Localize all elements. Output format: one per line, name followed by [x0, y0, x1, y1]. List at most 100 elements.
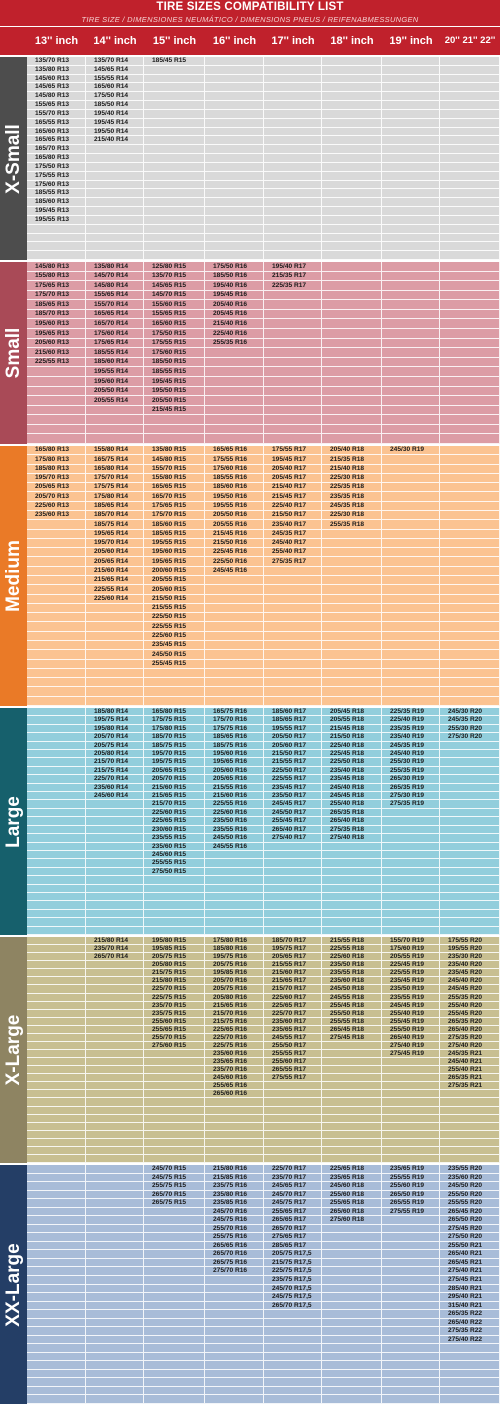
empty-cell — [322, 387, 382, 396]
tire-size-cell: 175/70 R16 — [205, 716, 264, 725]
empty-cell — [382, 632, 440, 641]
empty-cell — [27, 985, 86, 994]
empty-cell — [382, 1319, 440, 1327]
tire-size-cell: 225/60 R17 — [264, 994, 322, 1002]
empty-cell — [264, 1131, 322, 1139]
empty-cell — [382, 595, 440, 604]
tire-size-cell: 185/70 R17 — [264, 937, 322, 945]
category-name: Small — [2, 327, 24, 379]
tire-size-cell: 235/50 R19 — [382, 985, 440, 994]
empty-cell — [382, 641, 440, 650]
empty-cell — [205, 1131, 264, 1139]
empty-cell — [205, 885, 264, 893]
empty-cell — [382, 1344, 440, 1353]
tire-size-cell: 235/40 R19 — [382, 733, 440, 742]
empty-cell — [440, 1387, 500, 1395]
tire-size-cell: 185/50 R15 — [144, 358, 205, 367]
empty-cell — [205, 1115, 264, 1123]
empty-cell — [440, 851, 500, 859]
tire-size-cell: 205/50 R15 — [144, 396, 205, 406]
empty-cell — [27, 650, 86, 660]
tire-size-cell: 185/55 R15 — [144, 367, 205, 377]
empty-cell — [322, 868, 382, 876]
empty-cell — [322, 1090, 382, 1098]
empty-cell — [86, 1147, 144, 1155]
empty-cell — [382, 1098, 440, 1107]
empty-cell — [205, 154, 264, 163]
tire-size-cell: 175/75 R15 — [144, 716, 205, 725]
tire-size-cell: 265/70 R16 — [205, 1250, 264, 1259]
tire-size-cell: 205/65 R17 — [264, 953, 322, 961]
tire-size-cell: 175/50 R16 — [205, 262, 264, 272]
tire-size-cell: 225/40 R16 — [205, 329, 264, 339]
empty-cell — [27, 1066, 86, 1074]
empty-cell — [27, 994, 86, 1002]
tire-size-cell: 165/80 R13 — [27, 446, 86, 455]
tire-size-cell: 275/70 R16 — [205, 1267, 264, 1276]
empty-cell — [322, 851, 382, 859]
empty-cell — [27, 1034, 86, 1042]
empty-cell — [27, 406, 86, 415]
tire-size-cell: 175/55 R15 — [144, 339, 205, 348]
empty-cell — [264, 1319, 322, 1327]
tire-size-cell: 185/55 R14 — [86, 348, 144, 358]
empty-cell — [440, 262, 500, 272]
tire-size-cell: 205/55 R15 — [144, 576, 205, 585]
empty-cell — [205, 1395, 264, 1404]
empty-cell — [205, 387, 264, 396]
tire-size-cell: 215/40 R18 — [322, 465, 382, 474]
empty-cell — [205, 604, 264, 613]
empty-cell — [322, 1276, 382, 1285]
tire-size-cell: 145/65 R14 — [86, 66, 144, 75]
empty-cell — [264, 604, 322, 613]
empty-cell — [322, 216, 382, 225]
empty-cell — [144, 1285, 205, 1293]
empty-cell — [440, 650, 500, 660]
empty-cell — [205, 1276, 264, 1285]
tire-size-cell: 215/55 R18 — [322, 937, 382, 945]
tire-size-cell: 235/60 R15 — [144, 843, 205, 851]
empty-cell — [27, 1107, 86, 1115]
empty-cell — [382, 539, 440, 548]
empty-cell — [264, 110, 322, 119]
empty-cell — [27, 576, 86, 585]
empty-cell — [382, 1250, 440, 1259]
empty-cell — [440, 145, 500, 154]
empty-cell — [440, 207, 500, 216]
tire-size-cell: 255/40 R18 — [322, 800, 382, 809]
tire-size-cell: 195/45 R13 — [27, 207, 86, 216]
empty-cell — [440, 918, 500, 927]
tire-size-cell: 195/60 R15 — [144, 548, 205, 557]
empty-cell — [144, 678, 205, 687]
tire-size-cell: 255/50 R19 — [382, 1026, 440, 1034]
empty-cell — [86, 1082, 144, 1090]
tire-size-cell: 185/70 R14 — [86, 511, 144, 520]
tire-size-cell: 275/40 R22 — [440, 1336, 500, 1344]
empty-cell — [322, 101, 382, 110]
tire-size-cell: 235/60 R17 — [264, 1018, 322, 1026]
tire-size-cell: 265/40 R22 — [440, 1319, 500, 1327]
empty-cell — [144, 198, 205, 207]
tire-size-cell: 255/65 R16 — [205, 1082, 264, 1090]
tire-size-cell: 255/55 R15 — [144, 859, 205, 868]
tire-size-cell: 215/75 R16 — [205, 1018, 264, 1026]
tire-size-cell: 135/80 R14 — [86, 262, 144, 272]
empty-cell — [27, 961, 86, 969]
tire-size-cell: 155/55 R14 — [86, 75, 144, 83]
empty-cell — [27, 387, 86, 396]
empty-cell — [27, 1139, 86, 1147]
empty-cell — [440, 641, 500, 650]
tire-size-cell: 155/80 R15 — [144, 474, 205, 483]
empty-cell — [86, 876, 144, 885]
empty-cell — [382, 225, 440, 234]
tire-size-cell: 175/65 R13 — [27, 281, 86, 291]
empty-cell — [264, 1123, 322, 1131]
empty-cell — [382, 604, 440, 613]
empty-cell — [144, 1225, 205, 1233]
empty-cell — [382, 585, 440, 595]
tire-size-cell: 225/75 R15 — [144, 994, 205, 1002]
empty-cell — [264, 1387, 322, 1395]
empty-cell — [264, 251, 322, 260]
empty-cell — [144, 1131, 205, 1139]
empty-cell — [322, 1042, 382, 1050]
